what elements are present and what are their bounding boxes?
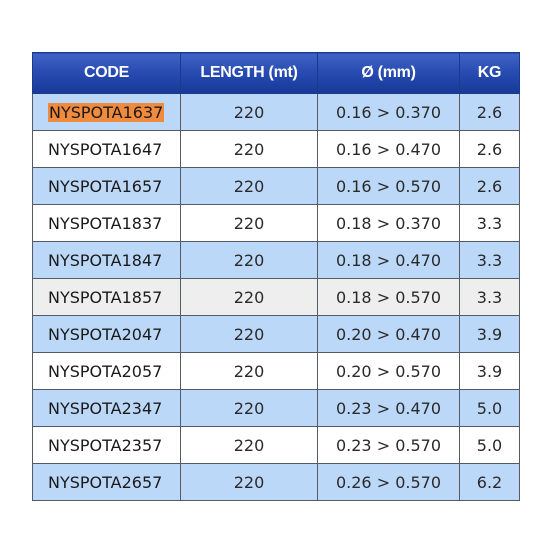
cell-diameter: 0.18 > 0.570 [317,278,460,316]
cell-diameter: 0.20 > 0.470 [317,315,460,353]
table-row: NYSPOTA1637 220 0.16 > 0.370 2.6 [32,92,520,131]
cell-code: NYSPOTA2357 [32,426,181,464]
cell-length: 220 [180,315,318,353]
cell-length: 220 [180,389,318,427]
cell-diameter: 0.23 > 0.570 [317,426,460,464]
cell-length: 220 [180,92,318,131]
cell-code: NYSPOTA1857 [32,278,181,316]
cell-code: NYSPOTA2057 [32,352,181,390]
cell-kg: 3.9 [459,352,520,390]
cell-length: 220 [180,463,318,501]
cell-kg: 6.2 [459,463,520,501]
cell-diameter: 0.16 > 0.570 [317,167,460,205]
cell-code: NYSPOTA1637 [32,92,181,131]
code-text: NYSPOTA2347 [48,398,163,418]
cell-diameter: 0.26 > 0.570 [317,463,460,501]
table-row: NYSPOTA1837 220 0.18 > 0.370 3.3 [32,204,520,242]
code-text: NYSPOTA1657 [48,176,163,196]
code-text: NYSPOTA1857 [48,287,163,307]
code-text: NYSPOTA1847 [48,250,163,270]
cell-code: NYSPOTA2047 [32,315,181,353]
header-diameter: Ø (mm) [317,52,460,94]
cell-diameter: 0.18 > 0.370 [317,204,460,242]
header-length: LENGTH (mt) [180,52,318,94]
cell-code: NYSPOTA1847 [32,241,181,279]
table-header: CODE LENGTH (mt) Ø (mm) KG [32,52,520,94]
cell-length: 220 [180,167,318,205]
table-row: NYSPOTA2357 220 0.23 > 0.570 5.0 [32,426,520,464]
cell-length: 220 [180,278,318,316]
cell-code: NYSPOTA1837 [32,204,181,242]
cell-code: NYSPOTA2657 [32,463,181,501]
cell-kg: 3.3 [459,241,520,279]
table-body: NYSPOTA1637 220 0.16 > 0.370 2.6 NYSPOTA1647… [32,92,520,501]
table-row: NYSPOTA1857 220 0.18 > 0.570 3.3 [32,278,520,316]
cell-diameter: 0.16 > 0.370 [317,92,460,131]
table-row: NYSPOTA1847 220 0.18 > 0.470 3.3 [32,241,520,279]
code-text: NYSPOTA2357 [48,435,163,455]
cell-kg: 2.6 [459,130,520,168]
cell-diameter: 0.20 > 0.570 [317,352,460,390]
table-row: NYSPOTA2047 220 0.20 > 0.470 3.9 [32,315,520,353]
code-text: NYSPOTA1837 [48,213,163,233]
highlighted-code: NYSPOTA1637 [48,102,165,122]
cell-code: NYSPOTA2347 [32,389,181,427]
product-table-container: CODE LENGTH (mt) Ø (mm) KG NYSPOTA1637 22… [32,52,520,501]
cell-kg: 3.9 [459,315,520,353]
header-code: CODE [32,52,181,94]
cell-length: 220 [180,426,318,464]
cell-kg: 3.3 [459,278,520,316]
cell-kg: 2.6 [459,92,520,131]
cell-diameter: 0.18 > 0.470 [317,241,460,279]
code-text: NYSPOTA2047 [48,324,163,344]
header-kg: KG [459,52,520,94]
table-row: NYSPOTA1657 220 0.16 > 0.570 2.6 [32,167,520,205]
cell-code: NYSPOTA1657 [32,167,181,205]
cell-code: NYSPOTA1647 [32,130,181,168]
table-row: NYSPOTA2057 220 0.20 > 0.570 3.9 [32,352,520,390]
table-row: NYSPOTA1647 220 0.16 > 0.470 2.6 [32,130,520,168]
cell-kg: 5.0 [459,426,520,464]
cell-kg: 3.3 [459,204,520,242]
code-text: NYSPOTA2057 [48,361,163,381]
cell-diameter: 0.16 > 0.470 [317,130,460,168]
cell-diameter: 0.23 > 0.470 [317,389,460,427]
table-row: NYSPOTA2657 220 0.26 > 0.570 6.2 [32,463,520,501]
table-row: NYSPOTA2347 220 0.23 > 0.470 5.0 [32,389,520,427]
cell-length: 220 [180,204,318,242]
cell-length: 220 [180,352,318,390]
cell-kg: 2.6 [459,167,520,205]
header-row: CODE LENGTH (mt) Ø (mm) KG [32,52,520,94]
cell-length: 220 [180,241,318,279]
code-text: NYSPOTA1647 [48,139,163,159]
cell-length: 220 [180,130,318,168]
product-spec-table: CODE LENGTH (mt) Ø (mm) KG NYSPOTA1637 22… [32,52,520,501]
cell-kg: 5.0 [459,389,520,427]
code-text: NYSPOTA2657 [48,472,163,492]
